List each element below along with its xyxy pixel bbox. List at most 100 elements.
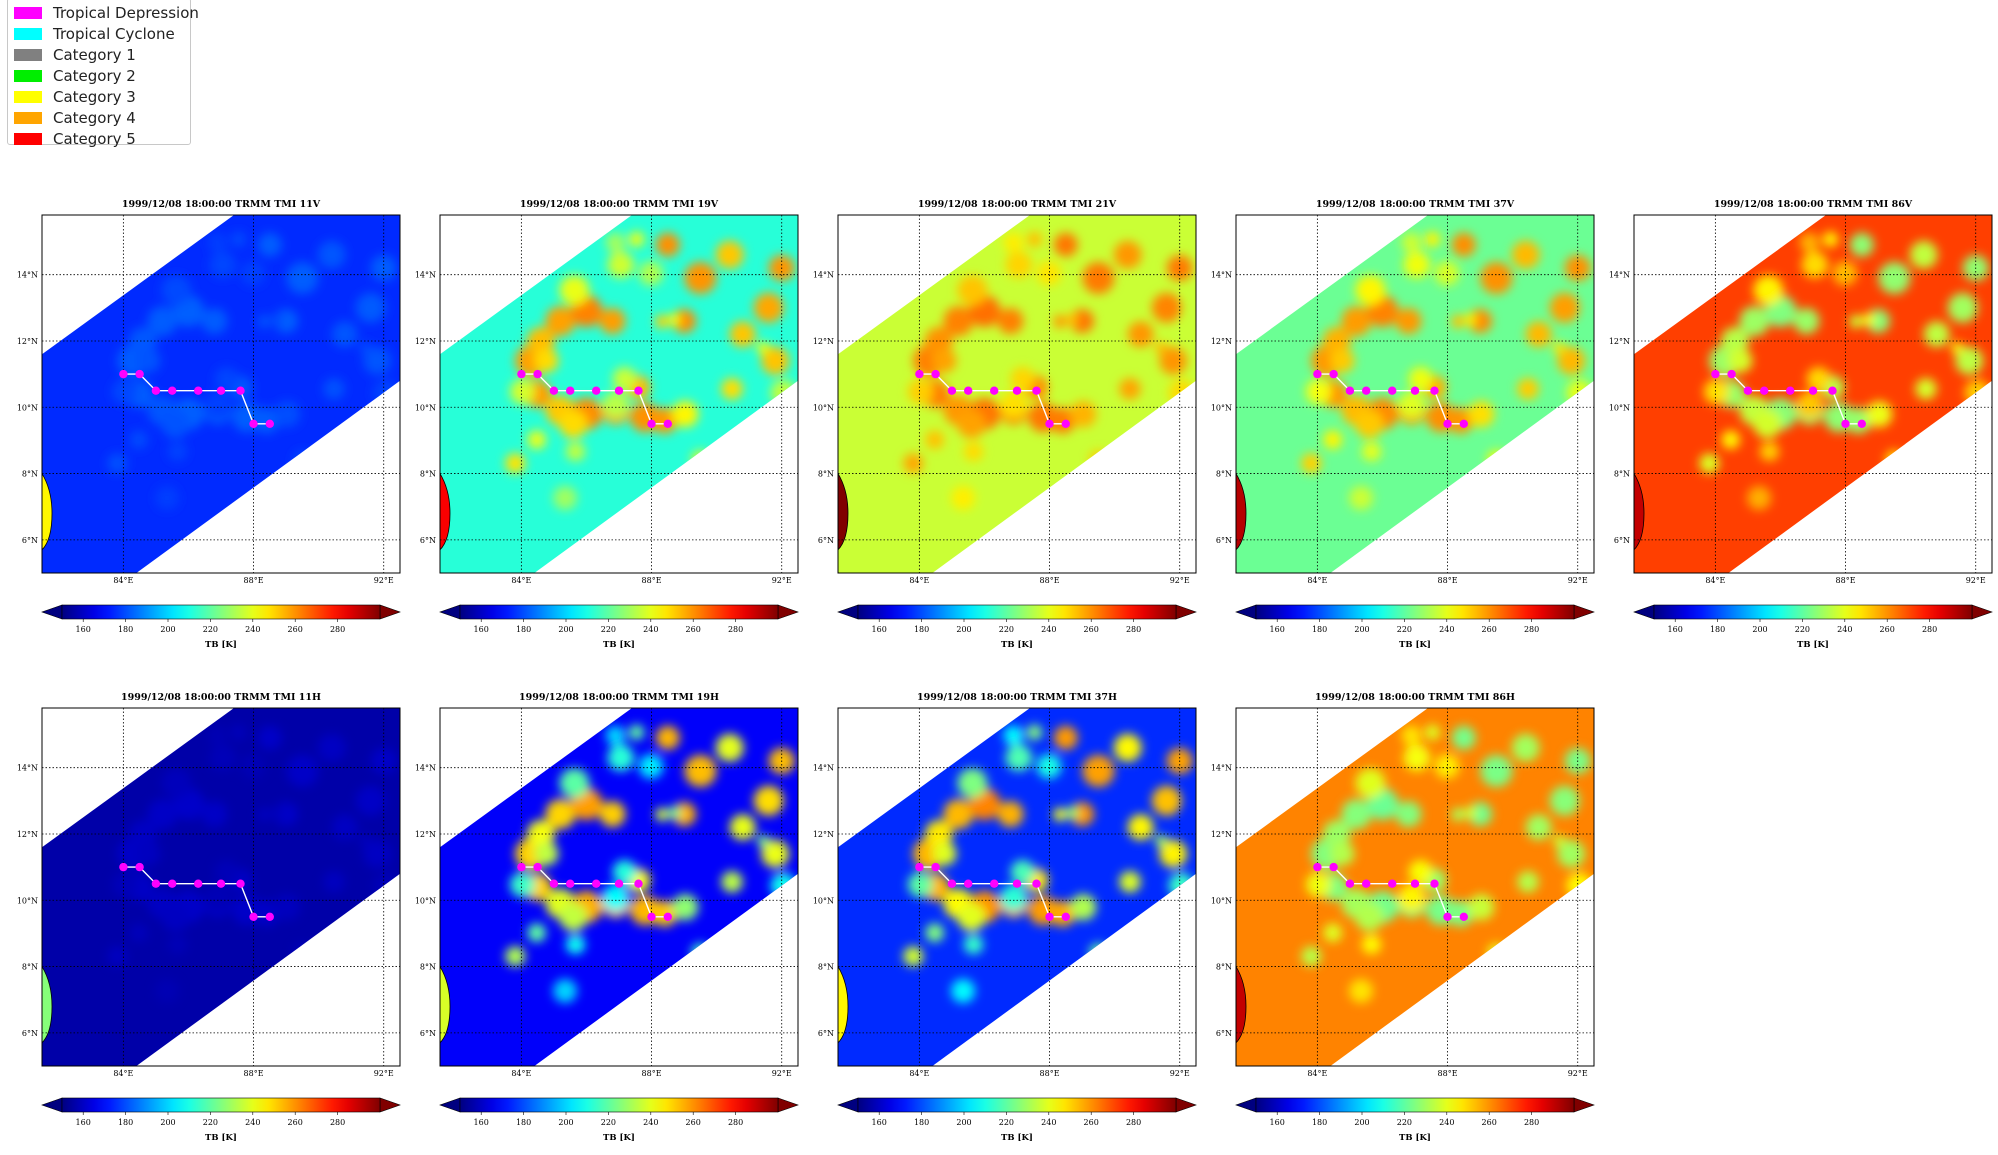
convection-cell (1451, 991, 1476, 1016)
colorbar-extend-low (837, 604, 859, 620)
storm-track-point (1362, 386, 1371, 395)
convection-cell (1082, 262, 1115, 294)
convection-cell (1355, 768, 1386, 799)
lon-tick-label: 92°E (1170, 576, 1190, 585)
convection-cell (257, 991, 282, 1016)
storm-track-point (119, 369, 128, 379)
convection-cell (1832, 261, 1858, 286)
lon-tick-label: 84°E (511, 1069, 531, 1078)
convection-cell (721, 378, 743, 400)
convection-cell (293, 943, 312, 963)
convection-cell (907, 379, 934, 405)
storm-track-point (1443, 912, 1452, 921)
convection-cell (628, 724, 645, 741)
convection-cell (1885, 450, 1904, 470)
colorbar: 160 180 200 220 240 260 280 TB [K] (1235, 1097, 1595, 1143)
convection-cell (1053, 314, 1067, 329)
lon-tick-label: 88°E (244, 576, 264, 585)
storm-track-point (151, 386, 161, 395)
convection-cell (1923, 321, 1950, 348)
lat-tick-label: 8°N (818, 470, 834, 479)
storm-track-point (549, 386, 559, 395)
colorbar-tick-label: 240 (643, 1118, 658, 1127)
legend-label: Category 3 (53, 87, 136, 106)
colorbar-extend-high (379, 1097, 401, 1113)
convection-cell (214, 367, 239, 391)
convection-cell (1434, 261, 1460, 286)
map-frame (1633, 214, 1993, 574)
convection-cell (1451, 498, 1476, 523)
convection-cell (129, 430, 149, 450)
convection-cell (107, 946, 128, 967)
convection-cell (963, 934, 984, 955)
legend-label: Category 4 (53, 108, 136, 127)
colorbar-tick-label: 180 (1312, 1118, 1327, 1127)
convection-cell (1511, 240, 1540, 269)
map-frame (41, 214, 401, 574)
panel-37h: 1999/12/08 18:00:00 TRMM TMI 37H 6°N 8°N 10… (813, 692, 1197, 1143)
convection-cell (668, 806, 681, 819)
storm-track-point (663, 419, 672, 428)
convection-cell (1010, 367, 1035, 391)
colorbar-gradient (857, 1097, 1177, 1113)
colorbar-label: TB [K] (1399, 640, 1431, 650)
convection-cell (1451, 232, 1476, 257)
lon-tick-label: 92°E (1568, 576, 1588, 585)
storm-track-point (533, 369, 542, 379)
convection-cell (1747, 486, 1772, 510)
map-frame (837, 707, 1197, 1067)
convection-cell (1053, 498, 1078, 523)
convection-cell (128, 820, 157, 848)
convection-cell (509, 872, 536, 898)
panel-title: 1999/12/08 18:00:00 TRMM TMI 19V (520, 199, 719, 210)
convection-cell (907, 872, 934, 898)
lat-tick-label: 14°N (415, 271, 436, 280)
storm-track-point (614, 386, 624, 395)
convection-cell (599, 308, 626, 335)
lat-tick-label: 12°N (17, 830, 38, 839)
convection-cell (612, 367, 637, 391)
convection-cell (209, 251, 237, 279)
lon-tick-label: 84°E (909, 576, 929, 585)
storm-track-point (947, 879, 957, 888)
colorbar-tick-label: 240 (1041, 625, 1056, 634)
storm-track-point (1786, 386, 1795, 395)
convection-cell (1330, 841, 1355, 866)
convection-cell (924, 327, 953, 355)
lat-tick-label: 6°N (420, 536, 436, 545)
convection-cell (1753, 275, 1784, 306)
convection-cell (691, 450, 710, 470)
convection-cell (1424, 724, 1441, 741)
convection-cell (1447, 407, 1474, 434)
convection-cell (607, 251, 635, 279)
convection-cell (1341, 306, 1372, 337)
panel-19h: 1999/12/08 18:00:00 TRMM TMI 19H 6°N 8°N 10… (415, 692, 799, 1143)
convection-cell (257, 314, 271, 329)
lon-tick-label: 84°E (1307, 1069, 1327, 1078)
convection-cell (1049, 900, 1076, 927)
convection-cell (1699, 453, 1720, 474)
convection-cell (1408, 367, 1433, 391)
colorbar-tick-label: 220 (203, 1118, 218, 1127)
storm-track-point (1743, 386, 1753, 395)
colorbar-tick-label: 220 (203, 625, 218, 634)
convection-cell (359, 834, 372, 847)
convection-cell (1398, 884, 1426, 912)
convection-cell (161, 768, 192, 799)
convection-cell (147, 306, 178, 337)
convection-cell (1517, 378, 1539, 400)
colorbar-tick-label: 200 (1354, 625, 1369, 634)
legend-item-category-5: Category 5 (14, 128, 136, 149)
convection-cell (204, 391, 232, 419)
storm-track-point (1012, 386, 1022, 395)
lat-tick-label: 10°N (1211, 896, 1232, 905)
storm-track-point (1808, 386, 1818, 395)
storm-track-point (168, 879, 177, 888)
lat-tick-label: 8°N (420, 470, 436, 479)
storm-track-point (151, 879, 161, 888)
legend-swatch (14, 132, 42, 145)
colorbar-label: TB [K] (1399, 1133, 1431, 1143)
colorbar-extend-high (1573, 1097, 1595, 1113)
storm-track-point (964, 879, 973, 888)
convection-cell (1451, 807, 1465, 822)
